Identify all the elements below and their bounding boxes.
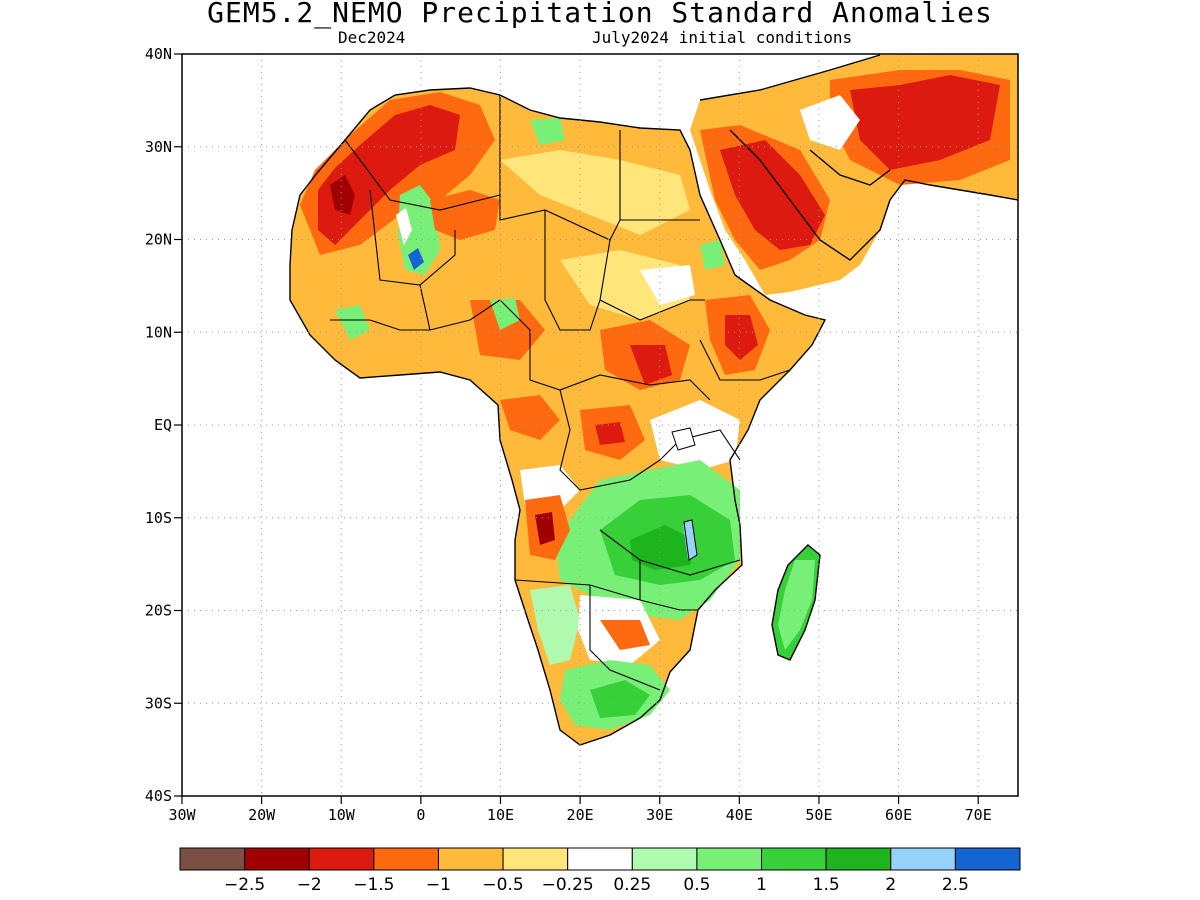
colorbar-swatch [244, 847, 310, 871]
patch-green-nile [530, 118, 565, 145]
lon-tick-label: 20E [567, 806, 594, 824]
patch-darkred-mauritania [330, 175, 355, 215]
colorbar-swatch [954, 847, 1021, 871]
patch-green-westafrica [335, 305, 370, 340]
colorbar-label: 0.5 [683, 875, 710, 895]
colorbar-label: 1.5 [813, 875, 840, 895]
lat-tick-label: EQ [154, 416, 172, 434]
lat-tick-label: 30S [145, 694, 172, 712]
lon-tick-label: 10W [328, 806, 356, 824]
lat-tick-label: 30N [145, 138, 172, 156]
patch-blue-mali [408, 248, 424, 270]
lon-tick-label: 30W [168, 806, 196, 824]
patch-orange-libya [430, 190, 500, 240]
lat-tick-label: 40N [145, 45, 172, 63]
colorbar-swatch [502, 847, 569, 871]
colorbar-swatch [696, 847, 763, 871]
map-frame [181, 53, 1019, 797]
patch-orange-sahel [470, 300, 545, 360]
arabia-coastline [699, 54, 1018, 261]
map-frame-contents [289, 54, 1018, 746]
colorbar-swatch [373, 847, 439, 871]
colorbar-swatch [437, 847, 504, 871]
patch-darkgreen-zambia [630, 525, 695, 570]
lon-tick-label: 70E [965, 806, 992, 824]
colorbar-label: −2 [297, 875, 322, 895]
patch-red-nw [318, 105, 460, 245]
colorbar-label: −2.5 [224, 875, 265, 895]
lon-tick-label: 0 [416, 806, 425, 824]
colorbar: −2.5 −2 −1.5 −1 −0.5 −0.25 0.25 0.5 1 1.5 2 2.5 [179, 847, 1021, 895]
lon-tick-label: 60E [885, 806, 912, 824]
lat-tick-label: 20N [145, 231, 172, 249]
patch-red-arabia [720, 140, 825, 250]
dotted-grid [182, 54, 1018, 796]
madagascar-east-band [778, 560, 815, 650]
colorbar-label: −1 [426, 875, 451, 895]
colorbar-label: −0.5 [482, 875, 523, 895]
lake-victoria [671, 427, 696, 451]
lat-tick-label: 40S [145, 787, 172, 805]
patch-white-arabia [800, 95, 860, 150]
lon-tick-label: 50E [805, 806, 832, 824]
initial-conditions: July2024 initial conditions [592, 28, 853, 47]
patch-yellow-central [560, 250, 690, 320]
patch-green-nigeria [490, 298, 520, 330]
lon-tick-label: 10E [487, 806, 514, 824]
patch-red-ethiopia [725, 315, 758, 360]
patch-orange-congo [500, 395, 560, 440]
lat-tick-label: 10S [145, 509, 172, 527]
colorbar-swatch [179, 847, 246, 871]
lon-tick-label: 20W [248, 806, 276, 824]
colorbar-swatch [631, 847, 698, 871]
patch-midgreen-southafrica [590, 680, 650, 718]
colorbar-swatch [308, 847, 375, 871]
madagascar-coastline [771, 544, 821, 661]
colorbar-label: 1 [756, 875, 767, 895]
patch-white-sudan [640, 265, 695, 305]
lat-tick-label: 10N [145, 323, 172, 341]
colorbar-swatch [761, 847, 827, 871]
patch-red-drc [595, 422, 625, 445]
colorbar-swatch [825, 847, 892, 871]
patch-darkred-angola [535, 512, 555, 545]
colorbar-label: −0.25 [542, 875, 594, 895]
lake-malawi [683, 519, 698, 561]
colorbar-label: 2 [885, 875, 896, 895]
patch-red-car [630, 345, 672, 385]
lon-tick-label: 40E [726, 806, 753, 824]
lon-tick-label: 30E [646, 806, 673, 824]
patch-green-redsea [700, 240, 725, 270]
patch-yellow-sahara [500, 150, 690, 235]
colorbar-label: −1.5 [353, 875, 394, 895]
africa-coastline [289, 87, 827, 746]
colorbar-swatch [567, 847, 633, 871]
patch-white-mali [396, 208, 412, 245]
lat-tick-label: 20S [145, 602, 172, 620]
colorbar-label: 0.25 [613, 875, 651, 895]
map-title: GEM5.2_NEMO Precipitation Standard Anoma… [207, 0, 993, 29]
patch-lightgreen-namibia [530, 585, 580, 665]
patch-orange-botswana [600, 620, 650, 650]
colorbar-swatch [890, 847, 956, 871]
patch-white-eastafrica [650, 400, 740, 470]
forecast-month: Dec2024 [338, 28, 406, 47]
colorbar-label: 2.5 [942, 875, 969, 895]
